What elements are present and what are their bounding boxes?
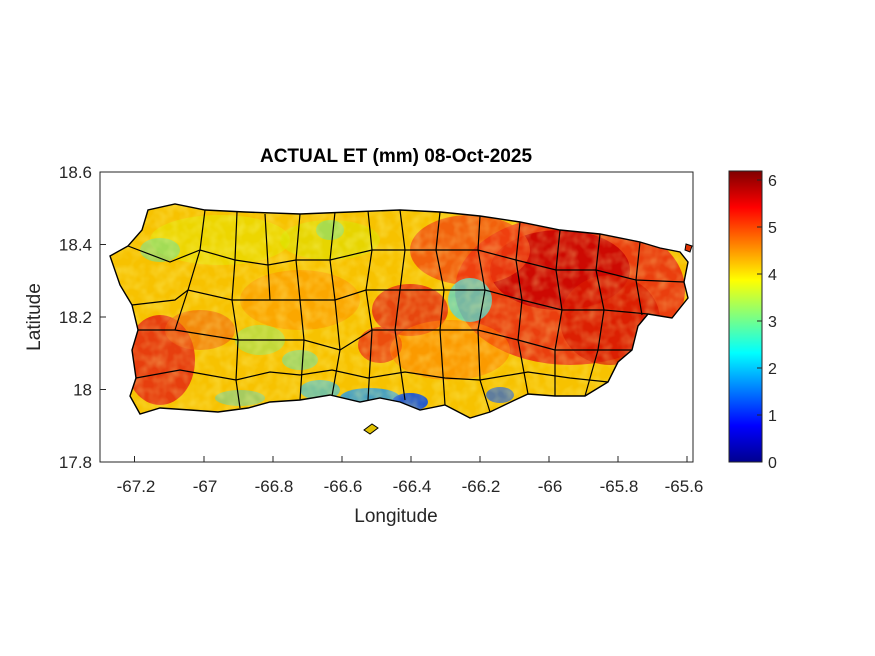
y-tick-label: 18.6 [59,163,92,182]
colorbar-tick-label: 5 [768,220,777,237]
y-tick-label: 17.8 [59,453,92,472]
x-tick-label: -66.2 [462,477,501,496]
small-island [363,423,379,435]
x-tick-label: -66.4 [393,477,432,496]
x-tick-label: -67 [193,477,218,496]
colorbar: 0 1 2 3 4 5 6 [728,170,777,472]
colorbar-tick-label: 4 [768,267,777,284]
y-tick-label: 18.2 [59,308,92,327]
x-tick-label: -66.6 [324,477,363,496]
colorbar-tick-label: 0 [768,455,777,472]
colorbar-tick-label: 3 [768,314,777,331]
municipality-boundaries [127,209,685,413]
x-axis-label: Longitude [354,506,437,527]
y-axis: 18.6 18.4 18.2 18 17.8 [59,163,106,472]
x-tick-label: -67.2 [117,477,156,496]
colorbar-tick-label: 6 [768,173,777,190]
y-tick-label: 18 [73,381,92,400]
small-island [684,243,693,253]
y-axis-label: Latitude [24,283,45,351]
colorbar-tick-label: 1 [768,408,777,425]
x-axis: -67.2 -67 -66.8 -66.6 -66.4 -66.2 -66 -6… [117,456,704,496]
y-tick-label: 18.4 [59,236,92,255]
map-title: ACTUAL ET (mm) 08-Oct-2025 [260,146,532,167]
x-tick-label: -65.6 [665,477,704,496]
colorbar-gradient [728,170,763,463]
x-tick-label: -66 [538,477,563,496]
x-tick-label: -66.8 [255,477,294,496]
x-tick-label: -65.8 [600,477,639,496]
colorbar-tick-label: 2 [768,361,777,378]
